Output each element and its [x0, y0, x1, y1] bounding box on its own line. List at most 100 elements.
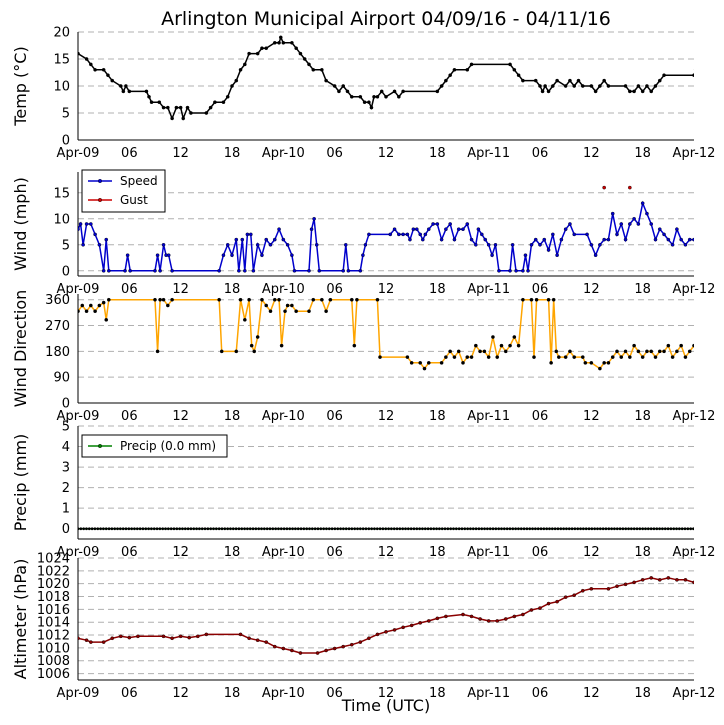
data-point	[444, 355, 448, 359]
data-point	[161, 105, 166, 110]
data-point	[349, 95, 354, 99]
data-point	[401, 527, 405, 531]
data-point	[277, 227, 281, 231]
data-point	[170, 116, 174, 121]
data-point	[332, 646, 337, 651]
data-point	[170, 297, 174, 302]
data-point	[369, 105, 374, 110]
data-point	[272, 644, 277, 649]
data-point	[610, 355, 615, 359]
data-point	[234, 78, 239, 83]
data-point	[260, 253, 264, 257]
data-point	[125, 253, 130, 257]
data-point	[155, 253, 160, 257]
data-point	[189, 111, 193, 115]
data-point	[471, 527, 475, 531]
data-point	[252, 349, 257, 354]
data-point	[110, 636, 115, 641]
data-point	[576, 527, 580, 531]
data-point	[418, 527, 422, 531]
data-point	[272, 297, 277, 302]
data-point	[392, 227, 397, 231]
data-point	[337, 89, 341, 94]
x-tick-label: 18	[224, 409, 241, 424]
data-point	[555, 78, 559, 83]
data-point	[294, 46, 298, 51]
data-point	[93, 527, 97, 531]
data-point	[392, 628, 397, 632]
data-point	[657, 578, 662, 582]
data-point	[158, 268, 162, 273]
data-point	[615, 584, 619, 589]
data-point	[84, 222, 89, 226]
data-point	[568, 78, 572, 83]
data-point	[324, 309, 328, 314]
data-point	[362, 100, 367, 104]
data-point	[274, 527, 278, 531]
data-point	[243, 62, 247, 67]
data-point	[292, 268, 297, 273]
chart-title: Arlington Municipal Airport 04/09/16 - 0…	[161, 8, 611, 30]
data-point	[457, 527, 461, 531]
y-tick-label: 1020	[37, 577, 70, 592]
data-point	[358, 527, 362, 531]
data-point	[409, 361, 414, 365]
data-point	[398, 527, 402, 531]
data-point	[299, 527, 303, 531]
data-point	[127, 527, 131, 531]
panel-alt: 1006100810101012101410161018102010221024…	[11, 552, 715, 702]
data-point	[692, 73, 694, 77]
data-point	[598, 242, 602, 247]
data-point	[279, 343, 284, 348]
data-point	[341, 527, 345, 531]
x-axis-label: Time (UTC)	[341, 696, 430, 715]
data-point	[579, 527, 582, 531]
data-point	[144, 89, 149, 94]
data-point	[341, 644, 346, 649]
data-point	[209, 527, 213, 531]
data-point	[147, 527, 150, 531]
data-point	[675, 227, 679, 231]
data-point	[444, 227, 448, 231]
legend-box	[81, 434, 228, 458]
data-point	[317, 268, 322, 273]
data-point	[426, 619, 431, 623]
data-point	[653, 237, 658, 242]
data-point	[332, 84, 337, 88]
data-point	[305, 527, 309, 531]
data-point	[130, 527, 134, 531]
data-point	[164, 527, 167, 531]
data-point	[461, 361, 465, 365]
data-point	[519, 527, 523, 531]
data-point	[113, 527, 117, 531]
data-point	[84, 638, 89, 642]
y-tick-label: 0	[62, 397, 70, 412]
data-point	[249, 232, 253, 237]
data-point	[247, 636, 251, 641]
data-point	[161, 242, 166, 247]
data-point	[563, 84, 568, 88]
data-point	[607, 527, 611, 531]
x-tick-label: Apr-12	[673, 686, 716, 701]
data-point	[477, 527, 481, 531]
data-point	[692, 527, 694, 531]
y-tick-label: 1012	[37, 629, 70, 644]
data-point	[128, 268, 132, 273]
data-point	[692, 580, 694, 585]
data-point	[443, 527, 447, 531]
data-point	[663, 527, 667, 531]
data-point	[341, 84, 346, 88]
data-point	[521, 612, 525, 617]
data-point	[426, 361, 431, 365]
data-point	[290, 648, 294, 653]
data-point	[510, 242, 515, 247]
data-point	[615, 232, 619, 237]
y-tick-label: 2	[62, 481, 70, 496]
data-point	[78, 227, 80, 231]
data-point	[623, 349, 628, 354]
data-point	[135, 527, 139, 531]
data-point	[265, 527, 269, 531]
y-tick-label: 180	[45, 345, 70, 360]
data-point	[85, 527, 88, 531]
data-point	[514, 527, 518, 531]
